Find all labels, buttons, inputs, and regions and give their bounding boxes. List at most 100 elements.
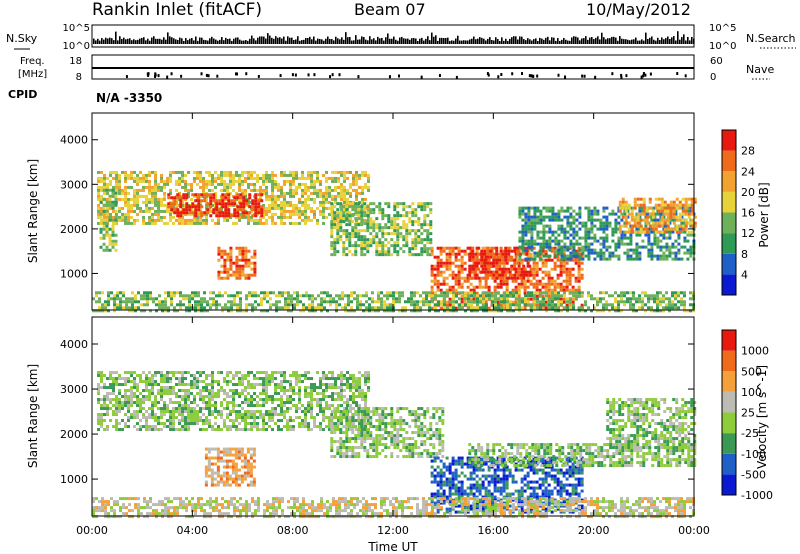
heatmap-cell [572,248,576,252]
heatmap-cell [396,244,400,248]
heatmap-cell [351,226,355,230]
heatmap-cell [245,309,248,313]
heatmap-cell [256,173,260,177]
heatmap-cell [423,208,427,212]
nsky-bar [105,37,107,44]
heatmap-cell [112,425,116,429]
heatmap-cell [563,245,567,249]
heatmap-cell [335,306,338,310]
nsky-bar [201,37,203,44]
heatmap-cell [624,230,628,234]
heatmap-cell [471,249,475,253]
heatmap-cell [523,285,527,289]
heatmap-cell [678,203,682,207]
heatmap-cell [334,197,338,201]
heatmap-cell [151,386,155,390]
heatmap-cell [492,252,496,256]
heatmap-cell [554,297,557,301]
heatmap-cell [542,233,546,237]
heatmap-cell [226,258,230,262]
heatmap-cell [498,252,502,256]
heatmap-cell [663,209,667,213]
heatmap-cell [128,297,131,301]
heatmap-cell [119,306,122,310]
heatmap-cell [551,294,554,298]
heatmap-cell [151,206,155,210]
heatmap-cell [451,276,455,280]
heatmap-cell [602,291,605,295]
heatmap-cell [414,238,418,242]
heatmap-cell [422,300,425,304]
heatmap-cell [148,218,152,222]
heatmap-cell [154,416,158,420]
heatmap-cell [566,218,570,222]
heatmap-cell [286,173,290,177]
heatmap-cell [360,214,364,218]
heatmap-cell [669,209,673,213]
nsky-bar [425,38,427,44]
heatmap-cell [109,170,113,174]
heatmap-cell [503,297,506,301]
heatmap-cell [100,179,104,183]
heatmap-cell [571,267,575,271]
heatmap-cell [495,258,499,262]
heatmap-cell [238,267,242,271]
heatmap-cell [142,395,146,399]
heatmap-cell [108,233,112,237]
nsky-bar [265,38,267,44]
heatmap-cell [512,309,515,313]
heatmap-cell [337,185,341,189]
heatmap-cell [533,221,537,225]
heatmap-cell [133,194,137,198]
nsky-bar [311,39,313,44]
heatmap-cell [361,170,365,174]
heatmap-cell [396,235,400,239]
nsky-bar [381,37,383,44]
heatmap-cell [536,254,540,258]
heatmap-cell [187,188,191,192]
heatmap-cell [636,230,640,234]
heatmap-cell [518,254,522,258]
heatmap-cell [133,416,137,420]
heatmap-cell [307,218,311,222]
heatmap-cell [262,173,266,177]
heatmap-cell [629,206,633,210]
heatmap-cell [124,200,128,204]
heatmap-cell [104,300,107,304]
heatmap-cell [442,264,446,268]
heatmap-cell [614,291,617,295]
heatmap-cell [536,291,539,295]
heatmap-cell [115,419,119,423]
heatmap-cell [241,179,245,183]
heatmap-cell [253,270,257,274]
heatmap-cell [510,258,514,262]
heatmap-cell [160,197,164,201]
heatmap-cell [530,306,533,310]
heatmap-cell [115,176,119,180]
heatmap-cell [479,297,482,301]
heatmap-cell [639,227,643,231]
heatmap-cell [311,309,314,313]
heatmap-cell [247,182,251,186]
heatmap-cell [244,252,248,256]
heatmap-cell [148,179,152,183]
heatmap-cell [223,170,227,174]
nsky-bar [141,37,143,44]
heatmap-cell [666,227,670,231]
heatmap-cell [468,246,472,250]
heatmap-cell [463,267,467,271]
heatmap-cell [109,377,113,381]
heatmap-cell [348,223,352,227]
heatmap-cell [433,279,437,283]
heatmap-cell [328,194,332,198]
heatmap-cell [298,185,302,189]
heatmap-cell [590,294,593,298]
heatmap-cell [169,179,173,183]
heatmap-cell [645,227,649,231]
heatmap-cell [481,246,485,250]
heatmap-cell [578,294,581,298]
heatmap-cell [355,197,359,201]
heatmap-cell [124,395,128,399]
heatmap-cell [358,173,362,177]
heatmap-cell [408,250,412,254]
